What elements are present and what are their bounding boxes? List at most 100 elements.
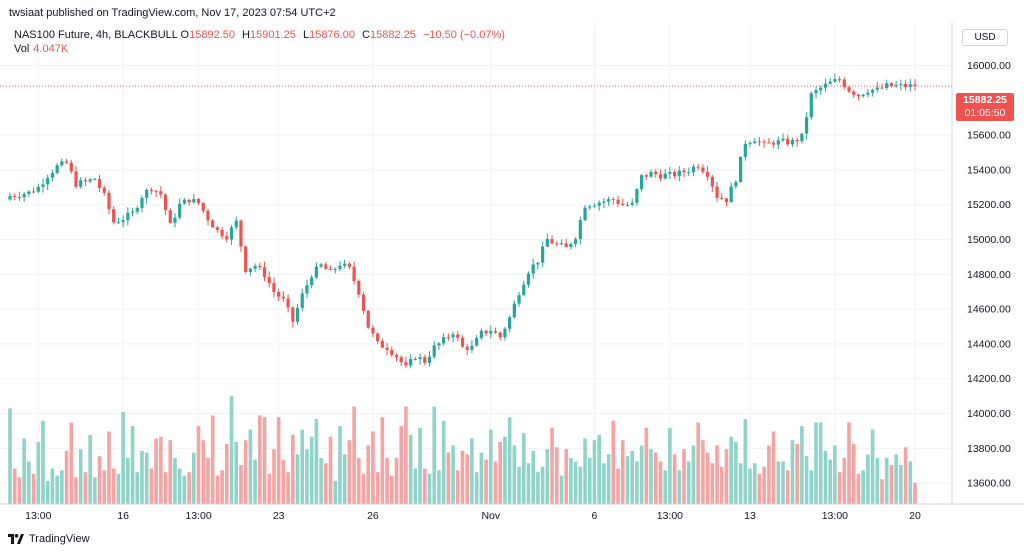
price-tick-label: 14000.00	[967, 408, 1011, 420]
volume-bar	[602, 463, 606, 504]
volume-bar	[635, 461, 639, 504]
volume-bar	[474, 472, 479, 504]
change-value: −10.50 (−0.07%)	[422, 29, 505, 41]
volume-bar	[234, 442, 239, 504]
candle-body	[394, 355, 399, 358]
volume-bar	[60, 470, 64, 504]
volume-bar	[267, 473, 272, 504]
volume-bars	[8, 395, 917, 504]
candle-body	[800, 133, 804, 142]
candle-body	[880, 87, 884, 89]
volume-bar	[752, 463, 757, 504]
volume-bar	[408, 434, 413, 504]
candle-body	[196, 198, 201, 204]
candle-body	[847, 87, 851, 92]
candle-body	[300, 293, 304, 308]
volume-bar	[729, 436, 733, 504]
volume-bar	[36, 442, 41, 504]
candle-body	[616, 199, 620, 204]
candle-body	[559, 243, 564, 245]
candle-body	[79, 180, 83, 187]
volume-bar	[536, 472, 540, 504]
volume-bar	[291, 434, 295, 504]
volume-bar	[540, 466, 545, 504]
price-axis: 13600.00 13800.00 14000.00 14200.00 14400.00…	[967, 60, 1011, 490]
candle-body	[814, 90, 818, 94]
volume-bar	[357, 457, 361, 504]
volume-bar	[889, 465, 894, 504]
price-tick-label: 14800.00	[967, 269, 1011, 281]
candle-body	[786, 138, 790, 145]
volume-bar	[380, 417, 385, 504]
volume-bar	[55, 475, 59, 504]
candle-body	[555, 243, 559, 245]
candle-body	[149, 190, 154, 192]
open-label: O	[180, 29, 190, 41]
candle-body	[281, 296, 285, 299]
candle-body	[715, 186, 719, 198]
candle-body	[625, 204, 630, 206]
candle-body	[107, 192, 111, 210]
candle-body	[97, 178, 102, 188]
candle-body	[706, 171, 710, 177]
candle-body	[475, 337, 479, 346]
volume-bar	[894, 454, 898, 504]
candle-body	[852, 91, 856, 95]
volume-bar	[286, 472, 290, 504]
volume-bar	[488, 429, 493, 504]
candle-body	[757, 141, 762, 143]
volume-label[interactable]: Vol	[14, 43, 30, 55]
volume-bar	[83, 472, 88, 504]
time-tick-label: 13:00	[185, 510, 211, 522]
price-tick-label: 13600.00	[967, 478, 1011, 490]
volume-bar	[64, 450, 69, 504]
symbol-label[interactable]: NAS100 Future, 4h, BLACKBULL	[14, 29, 178, 41]
candle-body	[234, 220, 238, 228]
volume-bar	[837, 472, 842, 504]
volume-bar	[281, 459, 286, 504]
currency-button[interactable]: USD	[962, 29, 1008, 46]
candle-body	[418, 357, 422, 359]
volume-bar	[253, 459, 257, 504]
high-value: 15901.25	[250, 29, 296, 41]
volume-bar	[658, 461, 663, 504]
volume-bar	[347, 440, 352, 504]
volume-bar	[790, 440, 795, 504]
candle-body	[244, 246, 248, 272]
candle-body	[583, 207, 587, 221]
candle-body	[446, 337, 450, 339]
volume-bar	[677, 470, 682, 504]
candles	[8, 73, 917, 369]
candle-body	[168, 210, 172, 223]
candle-body	[588, 206, 592, 208]
volume-bar	[154, 438, 158, 504]
candle-body	[182, 199, 187, 204]
last-price-tag: 15882.25 01:05:50	[956, 93, 1014, 121]
close-label: C	[362, 29, 370, 41]
candle-body	[512, 303, 516, 318]
candle-body	[220, 229, 224, 237]
tradingview-logo[interactable]: TradingView	[8, 533, 90, 545]
price-tick-label: 16000.00	[967, 60, 1011, 72]
candle-body	[376, 333, 380, 342]
volume-bar	[672, 454, 677, 504]
candle-body	[550, 239, 554, 244]
volume-bar	[913, 482, 917, 504]
candle-body	[870, 89, 875, 93]
candle-body	[640, 175, 644, 190]
volume-bar	[705, 452, 710, 504]
volume-bar	[493, 461, 498, 504]
volume-bar	[399, 426, 404, 504]
volume-bar	[352, 406, 356, 504]
time-tick-label: 16	[117, 510, 129, 522]
time-tick-label: 23	[273, 510, 285, 522]
candle-body	[668, 171, 672, 174]
volume-bar	[809, 470, 814, 504]
volume-bar	[69, 422, 74, 504]
volume-legend: Vol 4.047K	[14, 43, 68, 55]
candle-body	[470, 345, 474, 350]
candle-body	[225, 236, 229, 240]
volume-bar	[870, 429, 875, 504]
candle-body	[60, 161, 64, 166]
